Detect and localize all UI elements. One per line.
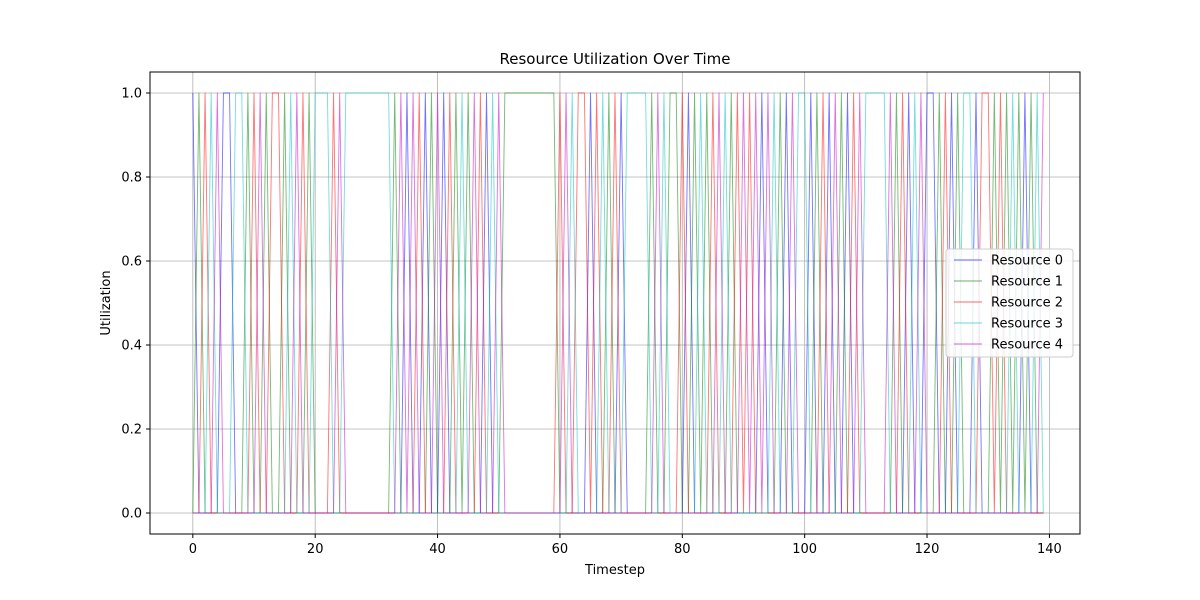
x-tick-label: 0 [189, 542, 197, 557]
legend-label: Resource 0 [991, 254, 1063, 269]
plot-frame [149, 71, 1081, 535]
legend-label: Resource 2 [991, 296, 1063, 311]
x-axis-title: Timestep [584, 563, 645, 578]
legend-label: Resource 3 [991, 317, 1063, 332]
legend-label: Resource 1 [991, 275, 1063, 290]
x-tick-label: 60 [552, 542, 569, 557]
series-line-resource-2 [192, 92, 1044, 514]
x-tick-label: 100 [792, 542, 817, 557]
legend-box [945, 248, 1074, 358]
series-lines [192, 92, 1044, 514]
y-tick-label: 0.0 [121, 507, 142, 522]
legend-label: Resource 4 [991, 338, 1063, 353]
y-tick-label: 0.8 [121, 171, 142, 186]
y-tick-label: 0.2 [121, 423, 142, 438]
x-tick-label: 20 [307, 542, 324, 557]
chart-title: Resource Utilization Over Time [499, 50, 730, 68]
axis-ticks: 0 20 40 60 80 100 120 140 0.0 0.2 0.4 0.6 0.8 1.0 [121, 87, 1062, 558]
y-tick-label: 0.6 [121, 255, 142, 270]
y-tick-label: 0.4 [121, 339, 142, 354]
x-tick-label: 140 [1037, 542, 1062, 557]
legend: Resource 0 Resource 1 Resource 2 Resource 3… [945, 248, 1074, 358]
x-tick-label: 80 [674, 542, 691, 557]
x-tick-label: 120 [915, 542, 940, 557]
y-axis-title: Utilization [99, 270, 114, 335]
plot-area [150, 72, 1080, 534]
series-line-resource-4 [192, 92, 1044, 514]
y-tick-label: 1.0 [121, 87, 142, 102]
x-tick-label: 40 [429, 542, 446, 557]
